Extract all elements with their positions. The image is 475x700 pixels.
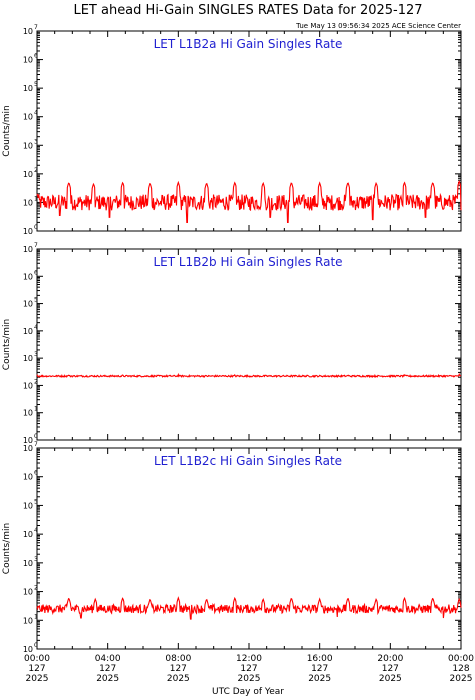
x-tick-label-line: 12:00 [236, 654, 262, 664]
y-tick-label: 10 [23, 198, 33, 207]
y-tick-label: 10 [23, 327, 33, 336]
x-tick-label-line: 127 [28, 664, 45, 674]
y-tick-exponent: 6 [34, 269, 38, 276]
y-tick-label: 10 [23, 444, 33, 453]
x-tick-label-line: 2025 [238, 674, 261, 684]
y-tick-exponent: 2 [34, 167, 38, 174]
y-tick-exponent: 7 [34, 242, 38, 249]
y-tick-exponent: 1 [34, 406, 38, 413]
y-tick-label: 10 [23, 141, 33, 150]
x-tick-label-line: 08:00 [165, 654, 191, 664]
y-tick-exponent: 1 [34, 195, 38, 202]
x-tick-label-line: 127 [382, 664, 399, 674]
y-tick-exponent: 2 [34, 378, 38, 385]
x-tick-label-line: 127 [170, 664, 187, 674]
plot-frame [36, 248, 462, 441]
y-tick-exponent: 0 [34, 433, 38, 440]
chart-title: LET ahead Hi-Gain SINGLES RATES Data for… [73, 3, 422, 18]
y-tick-label: 10 [23, 588, 33, 597]
y-tick-exponent: 1 [34, 613, 38, 620]
x-tick-label-line: 2025 [167, 674, 190, 684]
y-tick-label: 10 [23, 84, 33, 93]
y-tick-label: 10 [23, 436, 33, 445]
y-tick-exponent: 0 [34, 224, 38, 231]
x-tick-label-line: 2025 [26, 674, 49, 684]
y-tick-label: 10 [23, 245, 33, 254]
y-tick-exponent: 7 [34, 24, 38, 31]
y-tick-exponent: 6 [34, 53, 38, 60]
x-axis-label: UTC Day of Year [212, 687, 284, 697]
y-tick-label: 10 [23, 473, 33, 482]
x-tick-label-line: 16:00 [307, 654, 333, 664]
y-tick-exponent: 3 [34, 351, 38, 358]
y-tick-exponent: 3 [34, 138, 38, 145]
y-tick-exponent: 0 [34, 642, 38, 649]
y-tick-label: 10 [23, 530, 33, 539]
y-axis-label: Counts/min [2, 523, 12, 574]
generation-timestamp: Tue May 13 09:56:34 2025 ACE Science Cen… [295, 22, 461, 30]
x-tick-label-line: 2025 [450, 674, 473, 684]
y-tick-label: 10 [23, 409, 33, 418]
x-tick-label-line: 2025 [308, 674, 331, 684]
y-tick-label: 10 [23, 354, 33, 363]
y-tick-label: 10 [23, 170, 33, 179]
y-tick-exponent: 3 [34, 556, 38, 563]
y-tick-label: 10 [23, 559, 33, 568]
x-axis: 00:00127202504:00127202508:00127202512:0… [24, 654, 474, 684]
y-tick-exponent: 4 [34, 110, 38, 117]
y-tick-label: 10 [23, 272, 33, 281]
series-line [36, 596, 462, 620]
y-tick-label: 10 [23, 300, 33, 309]
x-tick-label-line: 127 [99, 664, 116, 674]
y-tick-exponent: 5 [34, 297, 38, 304]
y-tick-label: 10 [23, 501, 33, 510]
y-tick-exponent: 5 [34, 498, 38, 505]
x-tick-label-line: 128 [452, 664, 469, 674]
y-tick-exponent: 6 [34, 470, 38, 477]
x-tick-label-line: 20:00 [377, 654, 403, 664]
y-axis-label: Counts/min [2, 319, 12, 370]
x-tick-label-line: 2025 [379, 674, 402, 684]
y-tick-exponent: 4 [34, 324, 38, 331]
series-line [36, 179, 462, 223]
y-axis-label: Counts/min [2, 105, 12, 156]
y-tick-exponent: 7 [34, 441, 38, 448]
y-tick-exponent: 5 [34, 81, 38, 88]
y-tick-label: 10 [23, 27, 33, 36]
panel-title: LET L1B2b Hi Gain Singles Rate [153, 255, 342, 269]
panel-title: LET L1B2a Hi Gain Singles Rate [154, 37, 343, 51]
plot-frame [36, 447, 462, 650]
x-tick-label-line: 00:00 [448, 654, 474, 664]
x-tick-label-line: 00:00 [24, 654, 50, 664]
y-tick-label: 10 [23, 645, 33, 654]
x-tick-label-line: 2025 [96, 674, 119, 684]
y-tick-exponent: 4 [34, 527, 38, 534]
panel-title: LET L1B2c Hi Gain Singles Rate [154, 454, 342, 468]
x-tick-label-line: 127 [311, 664, 328, 674]
x-tick-label-line: 04:00 [95, 654, 121, 664]
x-tick-label-line: 127 [240, 664, 257, 674]
y-tick-label: 10 [23, 227, 33, 236]
y-tick-label: 10 [23, 56, 33, 65]
series-line [36, 372, 462, 379]
y-tick-label: 10 [23, 113, 33, 122]
y-tick-label: 10 [23, 381, 33, 390]
y-tick-exponent: 2 [34, 585, 38, 592]
y-tick-label: 10 [23, 616, 33, 625]
